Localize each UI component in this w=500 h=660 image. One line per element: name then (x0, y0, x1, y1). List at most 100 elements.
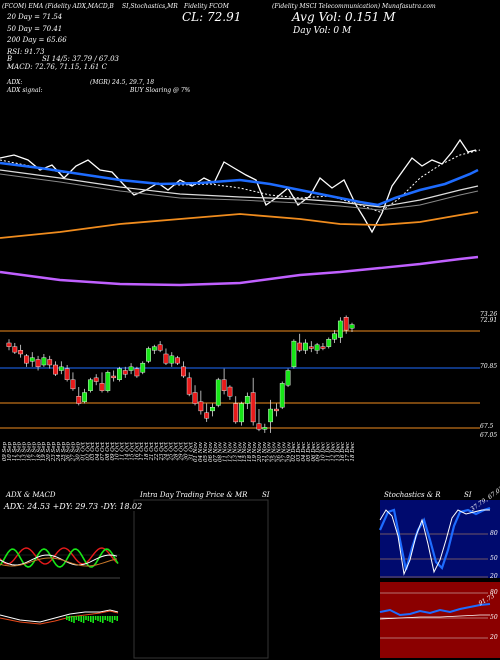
ema50-legend: 50 Day = 70.41 (7, 25, 63, 33)
date-tick-label: 20 Nov (257, 441, 263, 463)
candlestick-series (6, 315, 355, 433)
candle-body (175, 357, 180, 364)
ema20-line (0, 161, 479, 207)
candle-body (320, 346, 326, 349)
mgr-value: (MGR) 24.5, 29.7, 18 (90, 79, 155, 86)
candle-body (128, 366, 134, 371)
date-tick-label: 11 Nov (223, 441, 229, 462)
candle-body (18, 350, 24, 355)
candle-body (303, 342, 308, 351)
candle-body (274, 408, 279, 412)
candle-body (99, 383, 105, 391)
macd-histogram-bar (92, 616, 94, 623)
intraday-panel (133, 499, 269, 659)
minus-di-line (0, 547, 119, 565)
si-value: SI 14/5: 37.79 / 67.03 (42, 55, 119, 63)
candle-body (262, 427, 268, 430)
candle-body (163, 353, 169, 364)
candle-body (239, 403, 244, 423)
short-ma-line (0, 149, 481, 213)
date-tick-label: 06 Dec (311, 442, 317, 462)
close-price-line (0, 138, 477, 234)
macd-histogram-bar (97, 616, 99, 621)
date-tick-label: 10 Oct (115, 441, 121, 460)
ema-orange-line (0, 211, 479, 239)
date-tick-label: 18 Oct (144, 441, 150, 460)
adx-panel-title: ADX & MACD (6, 491, 56, 499)
candle-body (297, 342, 303, 351)
date-tick-label: 30 Sep (76, 442, 82, 462)
candle-body (349, 324, 355, 329)
macd-histogram-bar (80, 616, 82, 622)
stoch-tick-80: 80 (490, 530, 498, 537)
adx-label: ADX: (7, 79, 23, 86)
date-tick-label: 12 Dec (330, 442, 336, 462)
date-tick-label: 26 Nov (276, 441, 282, 463)
plus-di-line (0, 548, 119, 568)
price-label-low2: 67.05 (480, 432, 498, 439)
date-tick-label: 13 Sep (22, 442, 28, 462)
candle-body (233, 403, 239, 423)
candle-body (343, 317, 349, 331)
candle-body (308, 346, 314, 349)
macd-histogram-bar (90, 616, 92, 622)
date-tick-label: 23 Sep (51, 442, 57, 463)
candle-body (6, 342, 12, 347)
candle-body (29, 357, 35, 362)
date-tick-label: 25 Oct (169, 441, 175, 461)
candle-body (181, 366, 186, 377)
date-tick-label: 06 Nov (208, 441, 214, 462)
candle-body (314, 344, 320, 351)
candle-body (227, 386, 233, 397)
date-tick-label: 14 Oct (125, 441, 131, 460)
date-tick-label: 19 Nov (252, 441, 258, 462)
date-tick-label: 09 Dec (316, 442, 322, 462)
candle-body (122, 370, 128, 375)
price-label-high: 73.26 (480, 311, 498, 318)
stoch-panel-title: Stochastics & R (384, 491, 441, 499)
date-tick-label: 25 Nov (272, 441, 278, 463)
macd-histogram-bar (75, 616, 78, 620)
macd-histogram-bar (111, 616, 114, 623)
close-price: CL: 72.91 (182, 10, 242, 24)
date-tick-label: 13 Nov (232, 441, 238, 462)
candle-body (70, 379, 76, 390)
date-tick-label: 22 Nov (267, 441, 273, 463)
macd-histogram-bar (106, 616, 109, 621)
candle-body (215, 379, 221, 406)
date-tick-label: 25 Sep (61, 442, 67, 463)
date-tick-label: 01 Nov (193, 441, 199, 462)
candle-body (87, 379, 93, 391)
macd-histogram-bar (82, 616, 85, 623)
date-tick-label: 03 Dec (296, 442, 302, 462)
candle-body (24, 355, 29, 364)
intraday-panel-bg (133, 499, 269, 659)
candle-body (291, 340, 297, 368)
candle-body (186, 377, 192, 395)
date-tick-label: 17 Dec (345, 442, 351, 462)
candle-body (157, 344, 163, 351)
date-tick-label: 16 Sep (27, 442, 33, 462)
date-tick-label: 28 Oct (174, 441, 180, 461)
date-tick-label: 31 Oct (188, 441, 194, 460)
candle-body (332, 333, 337, 340)
date-tick-label: 11 Dec (325, 442, 331, 462)
date-tick-label: 12 Sep (17, 442, 23, 462)
bb-label: B (7, 55, 13, 63)
candle-body (169, 355, 175, 364)
date-tick-label: 02 Oct (85, 441, 91, 460)
avg-volume: Avg Vol: 0.151 M (292, 10, 396, 24)
macd-histogram-bar (94, 616, 97, 620)
candle-body (35, 359, 41, 368)
candle-body (58, 366, 64, 371)
ema50b-line (0, 173, 479, 211)
candle-body (279, 383, 285, 408)
adx-signal-label: ADX signal: (7, 87, 43, 94)
candle-body (53, 364, 58, 375)
header-title-right: (Fidelity MSCI Telecommunication) Munafa… (272, 3, 436, 10)
date-tick-label: 18 Nov (247, 441, 253, 462)
header-title-mid: SI,Stochastics,MR (122, 3, 178, 10)
candle-body (210, 407, 215, 412)
date-tick-label: 30 Oct (183, 441, 189, 460)
